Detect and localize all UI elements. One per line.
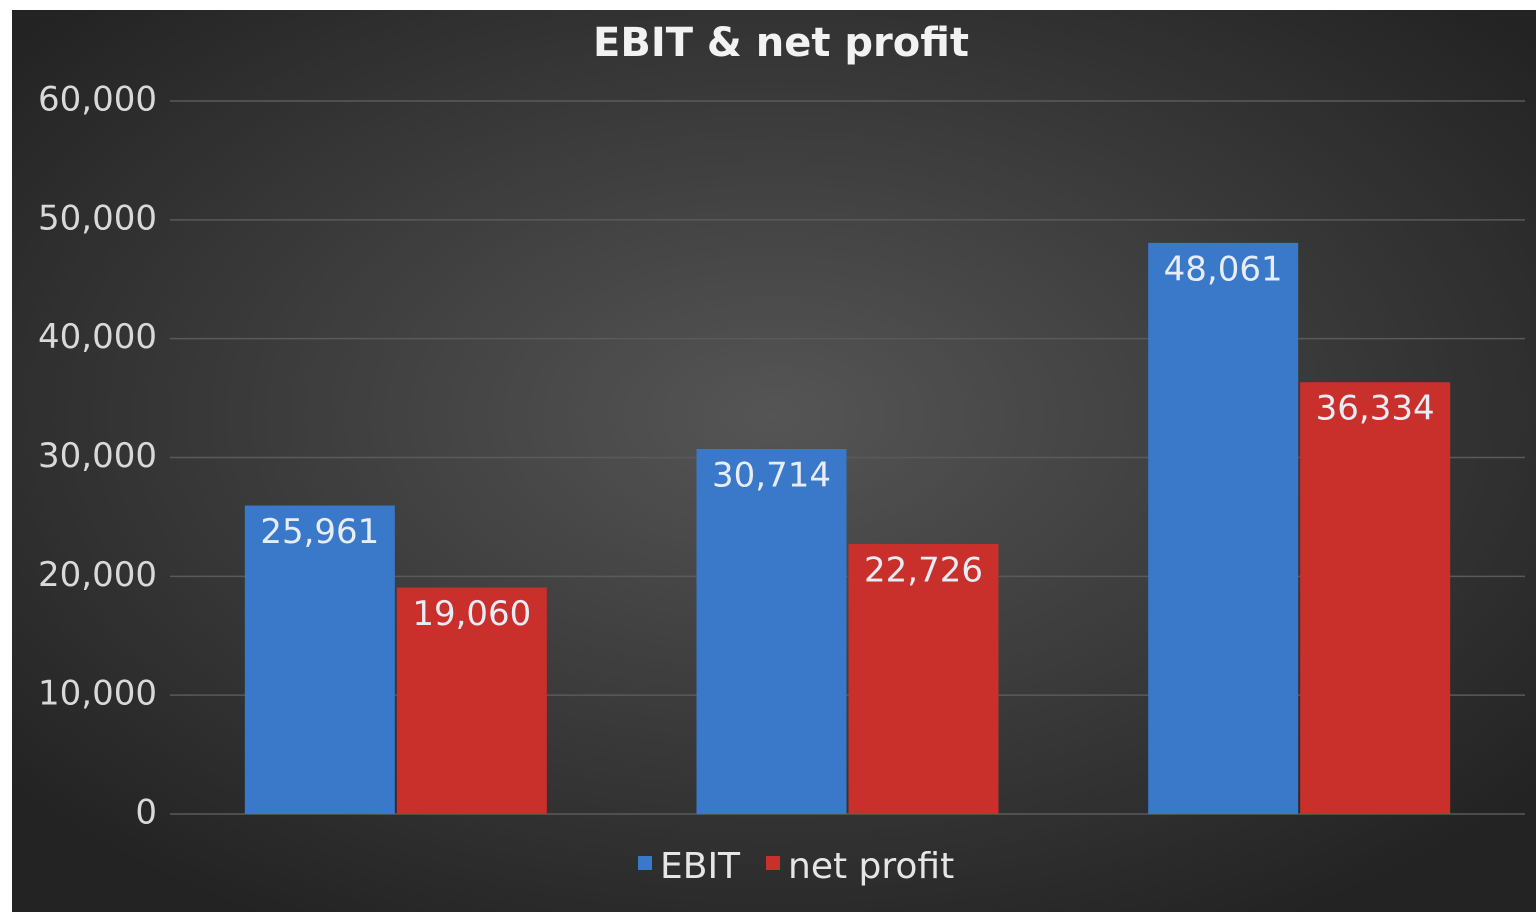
data-label: 19,060 — [412, 594, 531, 634]
legend-swatch — [638, 856, 652, 870]
legend-label: net profit — [788, 846, 954, 887]
y-tick-label: 50,000 — [38, 198, 157, 238]
chart-title: EBIT & net profit — [593, 20, 969, 66]
legend-swatch — [766, 856, 780, 870]
y-tick-label: 10,000 — [38, 674, 157, 714]
bar — [696, 449, 847, 814]
data-label: 22,726 — [864, 550, 983, 590]
legend-label: EBIT — [660, 846, 741, 887]
bar — [244, 505, 395, 814]
y-tick-label: 0 — [135, 793, 157, 833]
data-label: 36,334 — [1316, 389, 1435, 429]
bar — [1148, 242, 1299, 814]
data-label: 30,714 — [712, 456, 831, 496]
data-label: 48,061 — [1164, 249, 1283, 289]
y-tick-label: 40,000 — [38, 317, 157, 357]
y-tick-label: 60,000 — [38, 80, 157, 120]
data-label: 25,961 — [260, 512, 379, 552]
y-tick-label: 20,000 — [38, 555, 157, 595]
bar — [1300, 382, 1451, 814]
bar — [396, 587, 547, 814]
bar — [848, 543, 999, 814]
y-tick-label: 30,000 — [38, 436, 157, 476]
